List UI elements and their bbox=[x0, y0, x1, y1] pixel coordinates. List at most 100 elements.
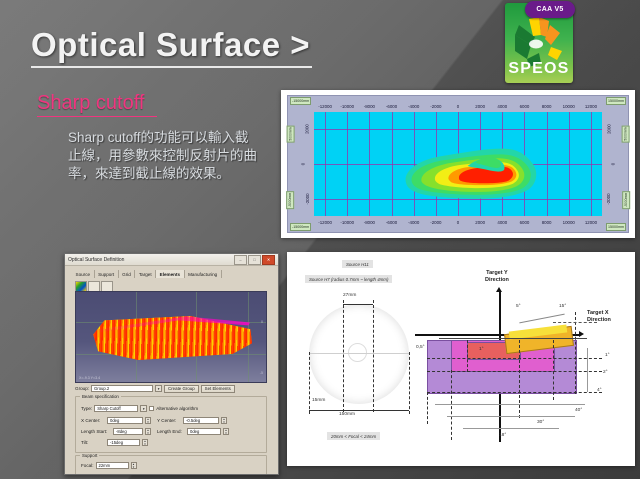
contour-ytick-right-2: -2000 bbox=[605, 193, 611, 205]
disc-width-label: 27mm bbox=[343, 293, 357, 298]
contour-ytick-right-1: 0 bbox=[610, 162, 616, 166]
contour-xtick-top-2: -8000 bbox=[363, 104, 375, 109]
logo-wordmark: SPEOS bbox=[508, 60, 570, 77]
maximize-button[interactable]: □ bbox=[248, 254, 261, 265]
y-center-input[interactable]: -0.5deg bbox=[183, 417, 219, 424]
length-end-input[interactable]: 0deg bbox=[187, 428, 221, 435]
contour-corner-top-right: 15000mm bbox=[606, 97, 626, 105]
create-group-button[interactable]: Create Group bbox=[164, 385, 199, 393]
contour-xtick-top-1: -10000 bbox=[340, 104, 355, 109]
type-dropdown-arrow[interactable]: ▾ bbox=[140, 405, 148, 412]
length-end-label: Length End: bbox=[157, 429, 182, 434]
tab-source[interactable]: Source bbox=[72, 270, 95, 278]
disc-small-label: 15mm bbox=[312, 398, 326, 403]
x-center-label: X Center: bbox=[81, 418, 101, 423]
viewport-label-bottom-right: -5 bbox=[259, 371, 263, 375]
y-center-spinner[interactable]: ▴ ▾ bbox=[221, 417, 227, 424]
x-axis bbox=[415, 334, 580, 336]
dialog-titlebar: Optical Surface Definition – □ ✕ bbox=[65, 254, 278, 266]
contour-xtick-bottom-7: 2000 bbox=[475, 220, 486, 225]
target-x-direction-label: Target X Direction bbox=[587, 310, 611, 323]
group-dropdown-arrow[interactable]: ▾ bbox=[155, 385, 163, 393]
contour-frame: -15000mm 15000mm -15000mm 15000mm 5000mm… bbox=[286, 95, 630, 233]
contour-ytick-left-1: 0 bbox=[300, 162, 306, 166]
contour-xtick-top-10: 8000 bbox=[541, 104, 552, 109]
length-end-spinner[interactable]: ▴ ▾ bbox=[223, 428, 229, 435]
support-group: Support Focal: 22mm ▴ ▾ bbox=[75, 452, 267, 474]
type-label: Type: bbox=[81, 406, 93, 411]
contour-xtick-top-12: 12000 bbox=[584, 104, 598, 109]
contour-xtick-top-9: 6000 bbox=[519, 104, 530, 109]
tilt-input[interactable]: -15deg bbox=[107, 439, 140, 446]
focal-label: Focal: bbox=[81, 463, 94, 468]
caa-v5-badge: CAA V5 bbox=[525, 1, 575, 18]
tab-support[interactable]: Support bbox=[95, 270, 119, 278]
contour-xtick-bottom-5: -2000 bbox=[430, 220, 442, 225]
angle-1-inner: 1° bbox=[479, 347, 484, 352]
beam-specification-group: Beam specification Type: Sharp Cutoff ▾ … bbox=[75, 393, 267, 453]
contour-xtick-bottom-0: -12000 bbox=[318, 220, 332, 225]
alternative-algorithm-checkbox[interactable] bbox=[149, 406, 155, 411]
title-underline bbox=[31, 66, 312, 68]
minimize-button[interactable]: – bbox=[234, 254, 247, 265]
contour-xtick-bottom-3: -6000 bbox=[385, 220, 398, 225]
close-button[interactable]: ✕ bbox=[262, 254, 275, 265]
angle-4: 4° bbox=[597, 388, 602, 393]
contour-corner-bottom-left: -15000mm bbox=[290, 223, 312, 231]
tab-target[interactable]: Target bbox=[135, 270, 157, 278]
contour-xtick-bottom-8: 4000 bbox=[497, 220, 508, 225]
x-axis-arrow bbox=[579, 331, 584, 337]
viewport-coordinate-readout: X=-9.3 Y=3.4 bbox=[79, 376, 101, 380]
type-combobox[interactable]: Sharp Cutoff bbox=[94, 405, 139, 412]
tag-source-h7: Source H7 (radius 0.7mm ~ length 4mm) bbox=[305, 275, 393, 283]
alternative-algorithm-label: Alternative algorithm bbox=[156, 406, 199, 411]
focal-spinner[interactable]: ▴ ▾ bbox=[130, 462, 137, 469]
group-label: Group: bbox=[75, 386, 90, 392]
angle-15: 15° bbox=[559, 304, 567, 309]
subtitle-underline bbox=[37, 116, 157, 117]
contour-xtick-top-0: -12000 bbox=[318, 104, 332, 109]
length-start-label: Length Start: bbox=[81, 429, 108, 434]
tab-grid[interactable]: Grid bbox=[119, 270, 136, 278]
page-title: Optical Surface > bbox=[31, 26, 311, 63]
y-center-label: Y Center: bbox=[157, 418, 177, 423]
dialog-title-text: Optical Surface Definition bbox=[68, 256, 125, 263]
3d-viewport[interactable]: 0 -5 X=-9.3 Y=3.4 bbox=[75, 291, 267, 383]
subtitle: Sharp cutoff bbox=[37, 92, 145, 114]
contour-xtick-top-6: 0 bbox=[456, 104, 460, 109]
angle-2: 2° bbox=[603, 370, 608, 375]
contour-xtick-bottom-4: -4000 bbox=[408, 220, 420, 225]
tab-elements[interactable]: Elements bbox=[156, 270, 185, 278]
contour-ytick-left-0: 2000 bbox=[304, 124, 310, 135]
tilt-label: Tilt: bbox=[81, 440, 89, 445]
contour-side-bottom-left: -5000mm bbox=[286, 190, 295, 210]
tab-manufacturing[interactable]: Manufacturing bbox=[185, 270, 222, 278]
x-center-spinner[interactable]: ▴ ▾ bbox=[145, 417, 151, 424]
length-start-spinner[interactable]: ▴ ▾ bbox=[145, 428, 151, 435]
length-start-input[interactable]: -8deg bbox=[113, 428, 143, 435]
dialog-tabs[interactable]: Source Support Grid Target Elements Manufactu… bbox=[65, 266, 278, 278]
optical-design-diagram: Source H11 Source H7 (radius 0.7mm ~ len… bbox=[287, 252, 635, 466]
set-elements-button[interactable]: Set Elements bbox=[200, 385, 235, 393]
focal-input[interactable]: 22mm bbox=[95, 462, 129, 469]
contour-xtick-top-5: -2000 bbox=[430, 104, 442, 109]
contour-corner-top-left: -15000mm bbox=[290, 97, 312, 105]
disc-center-hole bbox=[348, 343, 367, 362]
contour-xtick-top-8: 4000 bbox=[497, 104, 508, 109]
angle-0-5: 0,5° bbox=[416, 345, 425, 350]
tag-source-h11: Source H11 bbox=[342, 260, 373, 268]
x-center-input[interactable]: 0deg bbox=[107, 417, 143, 424]
contour-xtick-top-7: 2000 bbox=[475, 104, 486, 109]
beam-specification-legend: Beam specification bbox=[80, 393, 121, 399]
group-combobox[interactable]: Group.2 bbox=[91, 385, 154, 393]
window-controls: – □ ✕ bbox=[234, 254, 275, 265]
contour-xtick-bottom-1: -10000 bbox=[340, 220, 355, 225]
optical-surface-definition-dialog[interactable]: Optical Surface Definition – □ ✕ Source S… bbox=[64, 253, 279, 475]
support-legend: Support bbox=[80, 452, 100, 458]
angle-18: 18° bbox=[499, 433, 507, 438]
disc-diameter-label: 150mm bbox=[339, 412, 355, 417]
contour-xtick-bottom-12: 12000 bbox=[584, 220, 598, 225]
contour-plot-area bbox=[314, 112, 602, 216]
contour-side-bottom-right: -5000mm bbox=[621, 190, 630, 210]
tilt-spinner[interactable]: ▴ ▾ bbox=[142, 439, 148, 446]
